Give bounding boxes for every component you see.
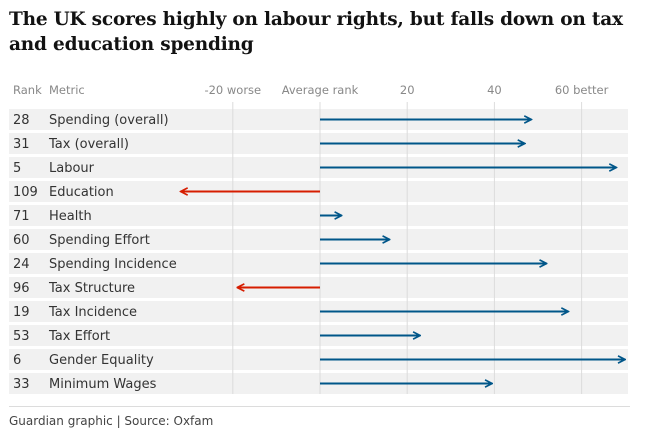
table-row: 5 Labour xyxy=(13,161,616,176)
metric-label: Tax (overall) xyxy=(48,137,129,152)
row-band xyxy=(9,229,628,250)
table-row: 60 Spending Effort xyxy=(13,233,390,248)
metric-label: Spending Incidence xyxy=(49,257,177,272)
x-tick-label: 20 xyxy=(400,83,415,97)
rank-value: 33 xyxy=(13,377,30,392)
metric-label: Tax Incidence xyxy=(48,305,137,320)
table-row: 24 Spending Incidence xyxy=(13,257,547,272)
metric-label: Education xyxy=(49,185,114,200)
table-row: 28 Spending (overall) xyxy=(13,113,531,128)
data-rows: 28 Spending (overall) 31 Tax (overall) 5 Labo… xyxy=(13,113,625,392)
grid-lines xyxy=(232,102,583,394)
rank-value: 24 xyxy=(13,257,30,272)
metric-label: Health xyxy=(49,209,92,224)
metric-label: Spending Effort xyxy=(49,233,150,248)
x-tick-label: 60 better xyxy=(555,83,609,97)
table-row: 33 Minimum Wages xyxy=(13,377,492,392)
metric-label: Tax Effort xyxy=(48,329,110,344)
rank-value: 31 xyxy=(13,137,30,152)
table-row: 6 Gender Equality xyxy=(13,353,625,368)
row-band xyxy=(9,157,628,178)
row-band xyxy=(9,373,628,394)
metric-label: Spending (overall) xyxy=(49,113,169,128)
table-row: 96 Tax Structure xyxy=(13,281,320,296)
footer-divider xyxy=(9,406,630,407)
rank-value: 5 xyxy=(13,161,21,176)
row-band xyxy=(9,253,628,274)
row-bands xyxy=(9,109,628,394)
x-tick-label: 40 xyxy=(487,83,502,97)
rank-column-header: Rank xyxy=(13,83,42,97)
x-tick-label: Average rank xyxy=(282,83,359,97)
rank-value: 96 xyxy=(13,281,30,296)
table-row: 31 Tax (overall) xyxy=(13,137,525,152)
table-row: 71 Health xyxy=(13,209,342,224)
rank-value: 53 xyxy=(13,329,30,344)
row-band xyxy=(9,109,628,130)
metric-label: Tax Structure xyxy=(48,281,135,296)
table-row: 53 Tax Effort xyxy=(13,329,420,344)
metric-column-header: Metric xyxy=(49,83,85,97)
row-band xyxy=(9,133,628,154)
row-band xyxy=(9,205,628,226)
metric-label: Labour xyxy=(49,161,95,176)
rank-value: 60 xyxy=(13,233,30,248)
source-note: Guardian graphic | Source: Oxfam xyxy=(9,414,214,428)
table-row: 109 Education xyxy=(13,185,320,200)
rank-value: 109 xyxy=(13,185,38,200)
rank-value: 28 xyxy=(13,113,30,128)
row-band xyxy=(9,349,628,370)
table-row: 19 Tax Incidence xyxy=(13,305,569,320)
metric-label: Minimum Wages xyxy=(49,377,157,392)
chart-title: The UK scores highly on labour rights, b… xyxy=(9,9,623,55)
rank-value: 19 xyxy=(13,305,30,320)
metric-label: Gender Equality xyxy=(49,353,154,368)
row-band xyxy=(9,301,628,322)
row-band xyxy=(9,325,628,346)
x-tick-label: -20 worse xyxy=(204,83,261,97)
column-headers: -20 worse Average rank 20 40 60 better Rank Me… xyxy=(13,83,609,97)
rank-value: 6 xyxy=(13,353,21,368)
rank-value: 71 xyxy=(13,209,30,224)
